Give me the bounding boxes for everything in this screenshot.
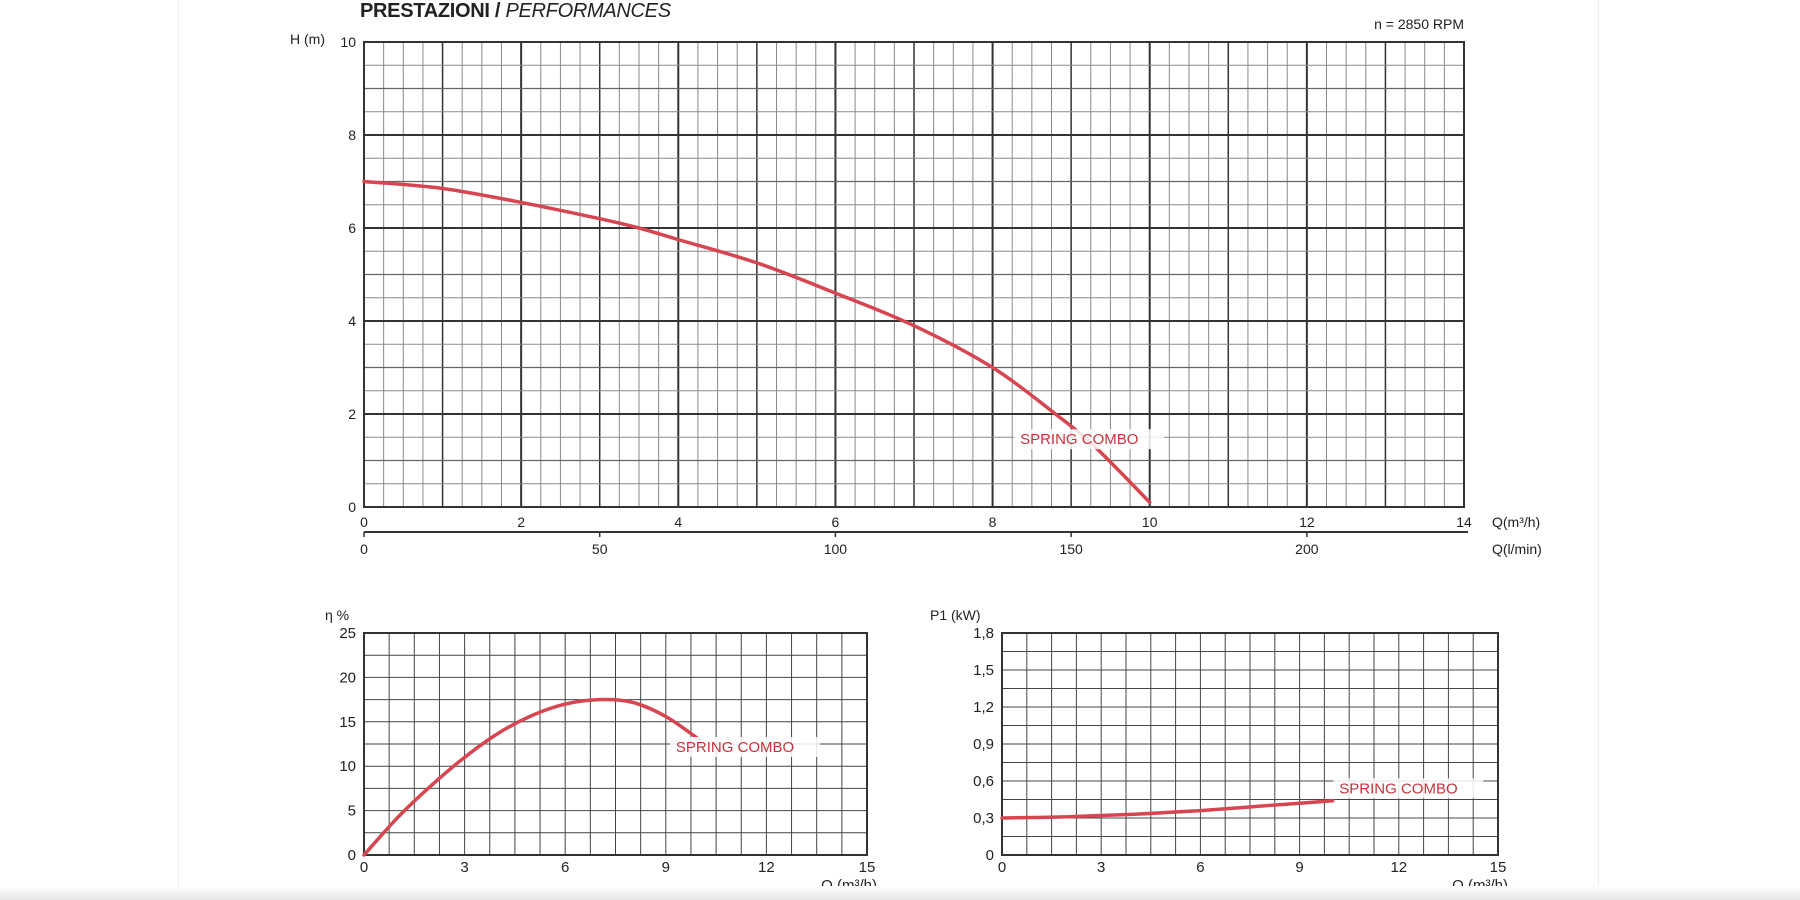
x-tick-label: 6 <box>832 514 840 530</box>
y-tick-label: 8 <box>348 127 356 143</box>
plot-frame <box>363 632 868 856</box>
x-tick-label: 0 <box>360 514 368 530</box>
x-tick-label: 9 <box>1295 859 1303 876</box>
series-line-spring-combo <box>362 697 702 857</box>
y-tick-label: 5 <box>348 803 356 820</box>
chart-2 <box>1000 632 1499 856</box>
secondary-x-tick-label: 200 <box>1295 541 1319 557</box>
y-tick-label: 25 <box>339 625 356 642</box>
x-tick-label: 4 <box>674 514 682 530</box>
y-tick-label: 0 <box>986 847 994 864</box>
x-tick-label: 14 <box>1456 514 1472 530</box>
y-tick-label: 10 <box>339 758 356 775</box>
rpm-label: n = 2850 RPM <box>1374 16 1464 32</box>
x-tick-label: 0 <box>998 859 1006 876</box>
x-tick-label: 8 <box>989 514 997 530</box>
y-tick-label: 0,6 <box>973 773 994 790</box>
page-edge-right <box>1598 0 1599 900</box>
plot-frame <box>363 41 1465 508</box>
x-tick-label: 3 <box>460 859 468 876</box>
secondary-x-tick-label: 0 <box>360 541 368 557</box>
plot-frame <box>1001 632 1499 856</box>
y-axis-label: P1 (kW) <box>930 607 981 623</box>
x-tick-label: 6 <box>561 859 569 876</box>
series-line-spring-combo <box>1000 798 1335 820</box>
secondary-x-tick-label: 50 <box>592 541 608 557</box>
page-edge-left <box>178 0 179 900</box>
y-tick-label: 0,3 <box>973 810 994 827</box>
y-tick-label: 15 <box>339 714 356 731</box>
y-tick-label: 6 <box>348 220 356 236</box>
y-tick-label: 0 <box>348 499 356 515</box>
y-tick-label: 2 <box>348 406 356 422</box>
y-tick-label: 20 <box>339 669 356 686</box>
x-tick-label: 0 <box>360 859 368 876</box>
x-tick-label: 9 <box>662 859 670 876</box>
secondary-x-axis-label: Q(l/min) <box>1492 541 1542 557</box>
secondary-x-tick-label: 150 <box>1059 541 1083 557</box>
x-tick-label: 15 <box>1490 859 1507 876</box>
title-bold: PRESTAZIONI / <box>360 0 501 22</box>
y-tick-label: 4 <box>348 313 356 329</box>
series-label: SPRING COMBO <box>1339 780 1457 797</box>
series-label: SPRING COMBO <box>1020 431 1138 448</box>
x-tick-label: 12 <box>1390 859 1407 876</box>
y-tick-label: 0,9 <box>973 736 994 753</box>
annotation-background <box>1014 429 1165 450</box>
series-label: SPRING COMBO <box>676 739 794 756</box>
chart-title: PRESTAZIONI / PERFORMANCES <box>360 0 671 23</box>
y-axis-label: H (m) <box>290 31 325 47</box>
chart-0 <box>362 41 1468 537</box>
chart-1 <box>362 632 868 857</box>
x-tick-label: 12 <box>758 859 775 876</box>
x-tick-label: 12 <box>1299 514 1315 530</box>
x-tick-label: 2 <box>517 514 525 530</box>
secondary-x-tick-label: 100 <box>824 541 848 557</box>
x-tick-label: 6 <box>1196 859 1204 876</box>
y-tick-label: 1,8 <box>973 625 994 642</box>
x-axis-label: Q(m³/h) <box>1492 514 1540 530</box>
annotation-background <box>669 736 820 757</box>
series-line-spring-combo <box>362 179 1152 505</box>
y-tick-label: 1,5 <box>973 662 994 679</box>
x-tick-label: 3 <box>1097 859 1105 876</box>
title-italic: PERFORMANCES <box>505 0 671 22</box>
x-tick-label: 15 <box>859 859 876 876</box>
bottom-fade <box>0 886 1800 900</box>
x-tick-label: 10 <box>1142 514 1158 530</box>
y-axis-label: η % <box>325 607 349 623</box>
y-tick-label: 1,2 <box>973 699 994 716</box>
y-tick-label: 0 <box>348 847 356 864</box>
annotation-background <box>1333 778 1484 799</box>
y-tick-label: 10 <box>340 34 356 50</box>
